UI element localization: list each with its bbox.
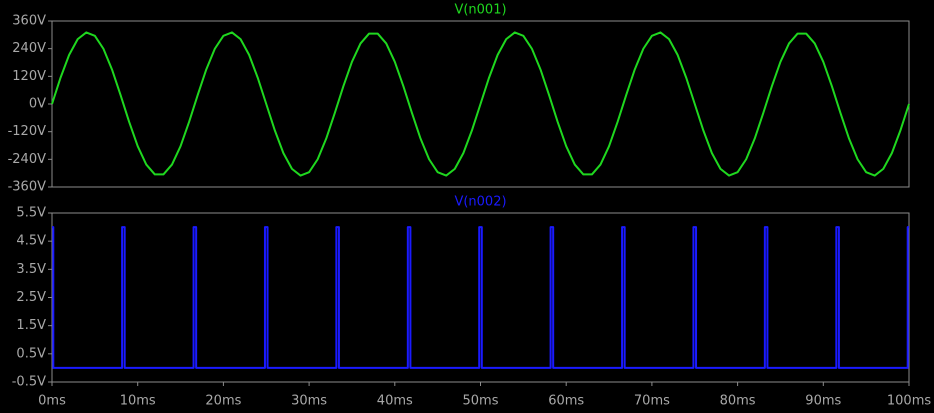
x-tick-label: 50ms <box>463 394 499 409</box>
y-tick-label: 2.5V <box>16 290 46 305</box>
x-tick-label: 100ms <box>887 394 931 409</box>
y-tick-label: 3.5V <box>16 262 46 277</box>
y-tick-label: -240V <box>8 152 47 167</box>
y-tick-label: -120V <box>8 124 47 139</box>
x-tick-label: 0ms <box>38 394 66 409</box>
y-tick-label: 240V <box>12 41 46 56</box>
y-tick-label: 1.5V <box>16 318 46 333</box>
x-tick-label: 40ms <box>377 394 413 409</box>
y-tick-label: 360V <box>12 14 46 29</box>
x-tick-label: 30ms <box>291 394 327 409</box>
trace-label: V(n002) <box>454 195 506 210</box>
trace-label: V(n001) <box>454 3 506 18</box>
y-tick-label: 120V <box>12 69 46 84</box>
y-tick-label: 5.5V <box>16 206 46 221</box>
x-tick-label: 90ms <box>805 394 841 409</box>
x-tick-label: 70ms <box>634 394 670 409</box>
y-tick-label: 0V <box>29 97 46 112</box>
y-tick-label: -0.5V <box>12 375 46 390</box>
trace <box>52 226 909 369</box>
y-tick-label: -360V <box>8 180 47 195</box>
x-tick-label: 20ms <box>205 394 241 409</box>
trace <box>51 31 910 177</box>
x-tick-label: 80ms <box>720 394 756 409</box>
y-tick-label: 0.5V <box>16 346 46 361</box>
x-tick-label: 60ms <box>548 394 584 409</box>
y-tick-label: 4.5V <box>16 234 46 249</box>
x-tick-label: 10ms <box>120 394 156 409</box>
